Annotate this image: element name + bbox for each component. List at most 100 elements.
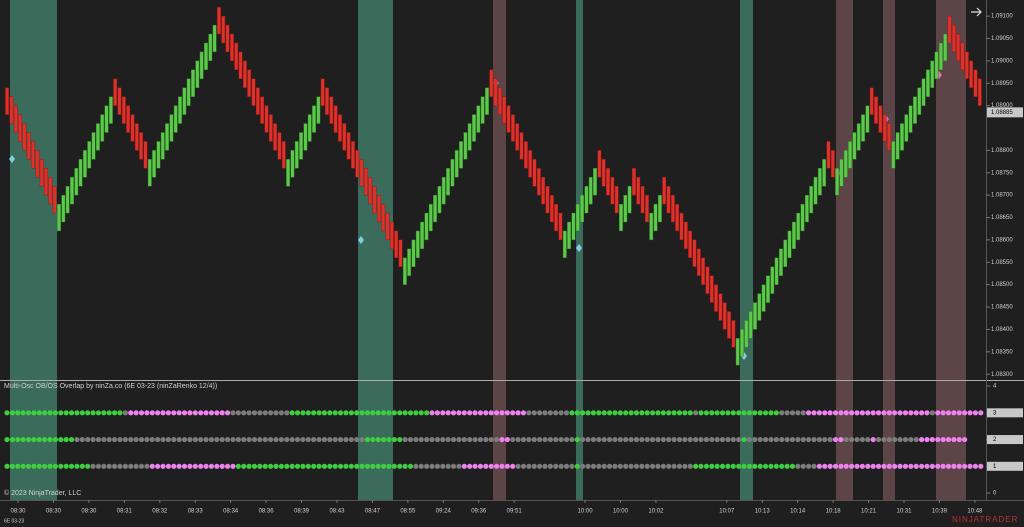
osc-dot	[262, 463, 268, 469]
osc-dot	[585, 410, 591, 416]
osc-dot	[671, 463, 677, 469]
osc-dot	[214, 436, 220, 443]
osc-dot	[558, 436, 564, 443]
osc-dot	[332, 463, 338, 469]
osc-dot	[397, 436, 403, 443]
osc-dot	[736, 463, 742, 469]
candle-body	[303, 123, 308, 151]
osc-dot	[9, 436, 15, 443]
candle-body	[433, 194, 438, 223]
candle-body	[160, 132, 165, 160]
candle-body	[766, 275, 770, 303]
candle-body	[143, 141, 148, 169]
candle-body	[407, 248, 412, 276]
osc-dot	[639, 463, 645, 469]
osc-dot	[698, 410, 704, 416]
osc-dot	[510, 463, 516, 469]
osc-dot	[655, 463, 661, 469]
x-tick-label: 08:30	[10, 509, 26, 515]
candle-body	[869, 87, 874, 115]
osc-dot	[364, 410, 371, 416]
x-tick-label: 08:30	[46, 509, 62, 515]
osc-dot	[806, 463, 812, 469]
osc-dot	[289, 436, 295, 443]
osc-dot	[198, 463, 204, 469]
osc-dot	[962, 436, 968, 443]
osc-dot	[827, 410, 833, 416]
osc-dot	[886, 436, 892, 443]
candle-body	[683, 221, 688, 250]
osc-dot	[811, 410, 817, 416]
osc-dot	[859, 463, 866, 469]
candle-body	[515, 123, 520, 151]
osc-dot	[47, 436, 53, 443]
osc-dot	[854, 410, 860, 416]
osc-dot	[294, 436, 301, 443]
osc-dot	[343, 436, 349, 443]
x-tick-label: 10:21	[861, 509, 877, 515]
osc-dot	[79, 463, 85, 469]
candle-body	[104, 105, 109, 133]
candle-body	[632, 168, 636, 196]
candle-body	[722, 302, 727, 330]
os-zone	[740, 0, 753, 500]
osc-dot	[198, 410, 204, 416]
y-tick-label: 1.08550	[991, 260, 1013, 266]
osc-dot	[574, 436, 580, 443]
candle-body	[900, 123, 904, 151]
candle-body	[744, 320, 749, 348]
osc-dot	[875, 436, 882, 443]
osc-dot	[865, 410, 871, 416]
candle-body	[411, 239, 416, 267]
osc-dot	[284, 436, 290, 443]
osc-dot	[811, 463, 817, 469]
osc-dot	[978, 410, 984, 416]
candle-body	[498, 87, 502, 115]
candle-body	[320, 78, 325, 106]
candle-body	[9, 96, 14, 124]
osc-dot	[859, 410, 866, 416]
osc-dot	[251, 410, 258, 416]
scroll-arrow[interactable]	[971, 7, 982, 17]
candle-body	[22, 123, 27, 151]
candle-body	[454, 150, 459, 178]
osc-dot	[187, 463, 193, 469]
osc-dot	[585, 463, 591, 469]
osc-dot	[768, 463, 774, 469]
osc-dot	[811, 436, 817, 443]
osc-dot	[601, 463, 607, 469]
candle-body	[839, 159, 844, 187]
x-tick-label: 10:00	[578, 509, 594, 515]
candle-body	[575, 203, 580, 232]
osc-dot	[612, 463, 618, 469]
candle-body	[757, 293, 762, 321]
candle-body	[225, 24, 230, 53]
level-label: 2	[993, 437, 997, 443]
osc-dot	[558, 410, 564, 416]
osc-dot	[666, 463, 672, 469]
osc-dot	[273, 463, 279, 469]
osc-dot	[730, 410, 736, 416]
candle-body	[108, 96, 113, 124]
osc-dot	[623, 410, 629, 416]
osc-dot	[725, 436, 731, 443]
candle-body	[731, 320, 736, 348]
osc-dot	[450, 463, 457, 469]
candle-body	[714, 284, 718, 312]
osc-dot	[719, 410, 726, 416]
osc-dot	[90, 463, 96, 469]
osc-dot	[316, 463, 322, 469]
osc-dot	[547, 410, 553, 416]
candle-body	[186, 78, 191, 106]
osc-dot	[676, 463, 683, 469]
osc-dot	[499, 436, 505, 443]
candle-body	[48, 177, 53, 205]
candle-body	[74, 168, 79, 196]
osc-dot	[47, 463, 53, 469]
candle-body	[701, 257, 706, 285]
x-tick-label: 08:31	[117, 509, 133, 515]
osc-dot	[488, 410, 494, 416]
osc-dot	[832, 436, 839, 443]
candle-body	[843, 150, 848, 178]
